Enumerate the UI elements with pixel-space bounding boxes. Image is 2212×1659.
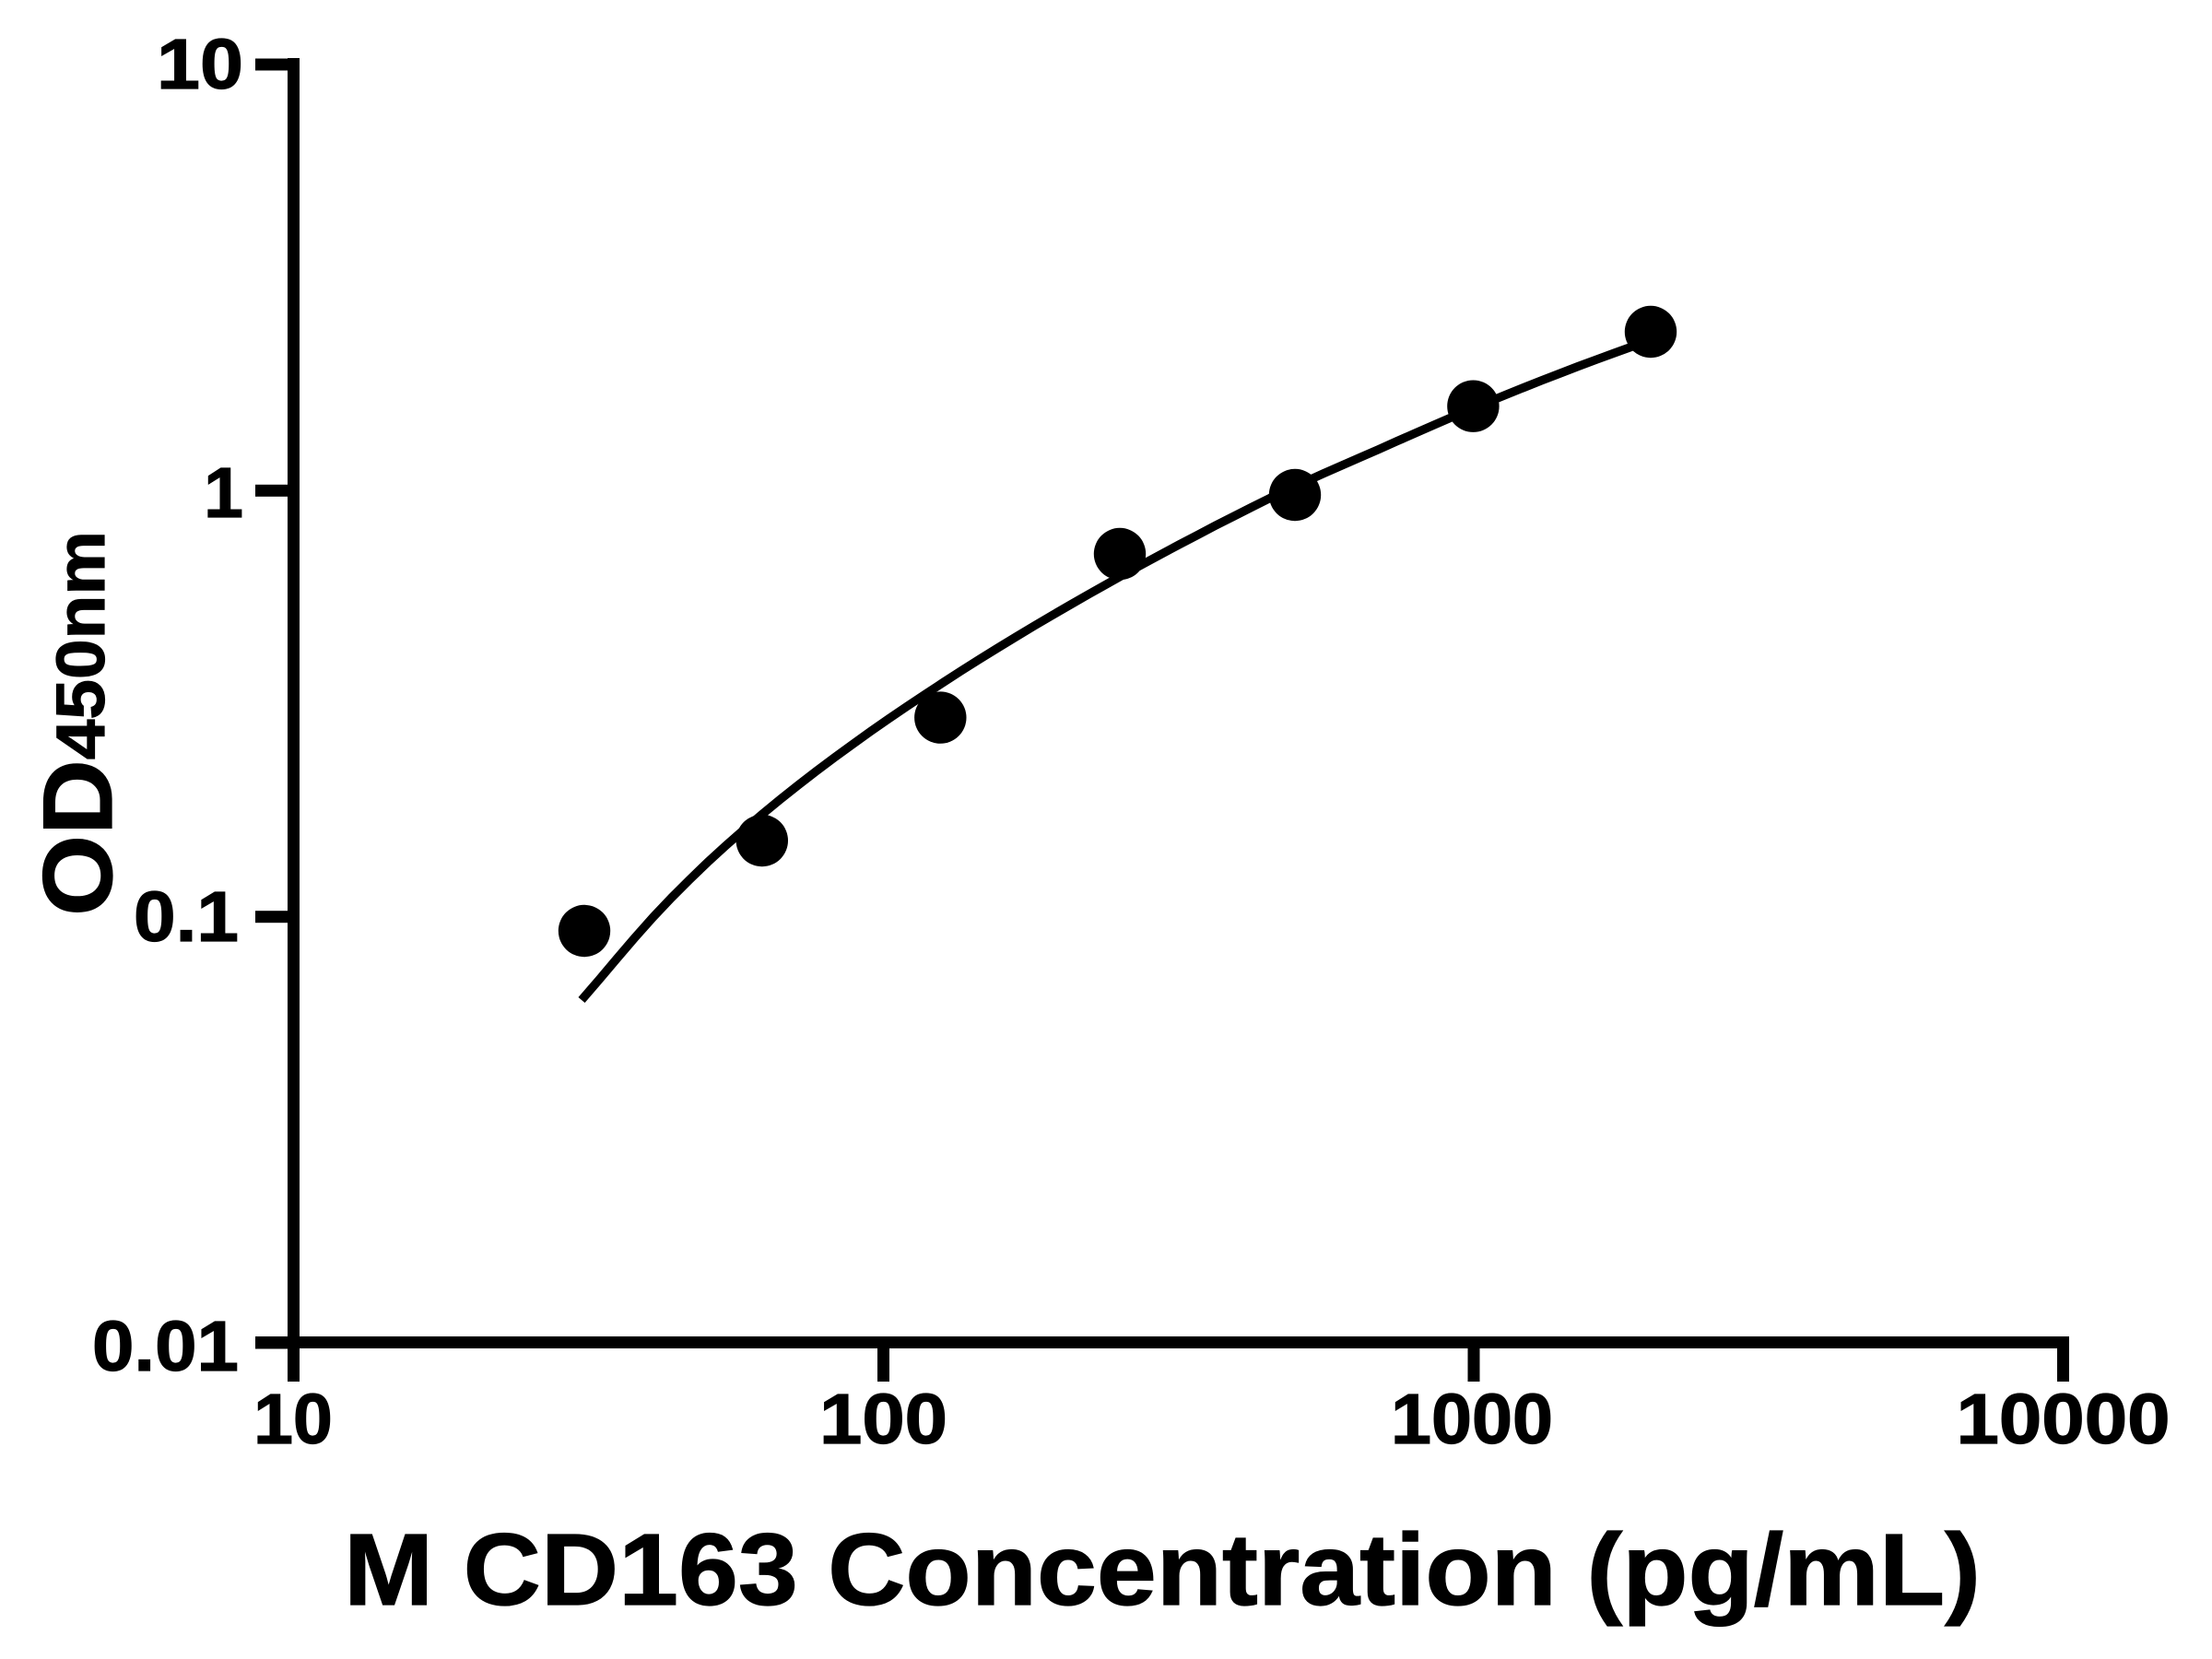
svg-text:1000: 1000 xyxy=(1391,1380,1553,1459)
svg-text:10: 10 xyxy=(157,25,243,104)
svg-text:0.01: 0.01 xyxy=(92,1307,239,1386)
svg-text:0.1: 0.1 xyxy=(134,877,239,957)
svg-text:100: 100 xyxy=(819,1380,947,1459)
svg-text:10000: 10000 xyxy=(1957,1380,2171,1459)
svg-text:M CD163 Concentration (pg/mL): M CD163 Concentration (pg/mL) xyxy=(344,1513,1981,1627)
svg-text:10: 10 xyxy=(253,1380,333,1459)
svg-text:1: 1 xyxy=(204,453,243,533)
